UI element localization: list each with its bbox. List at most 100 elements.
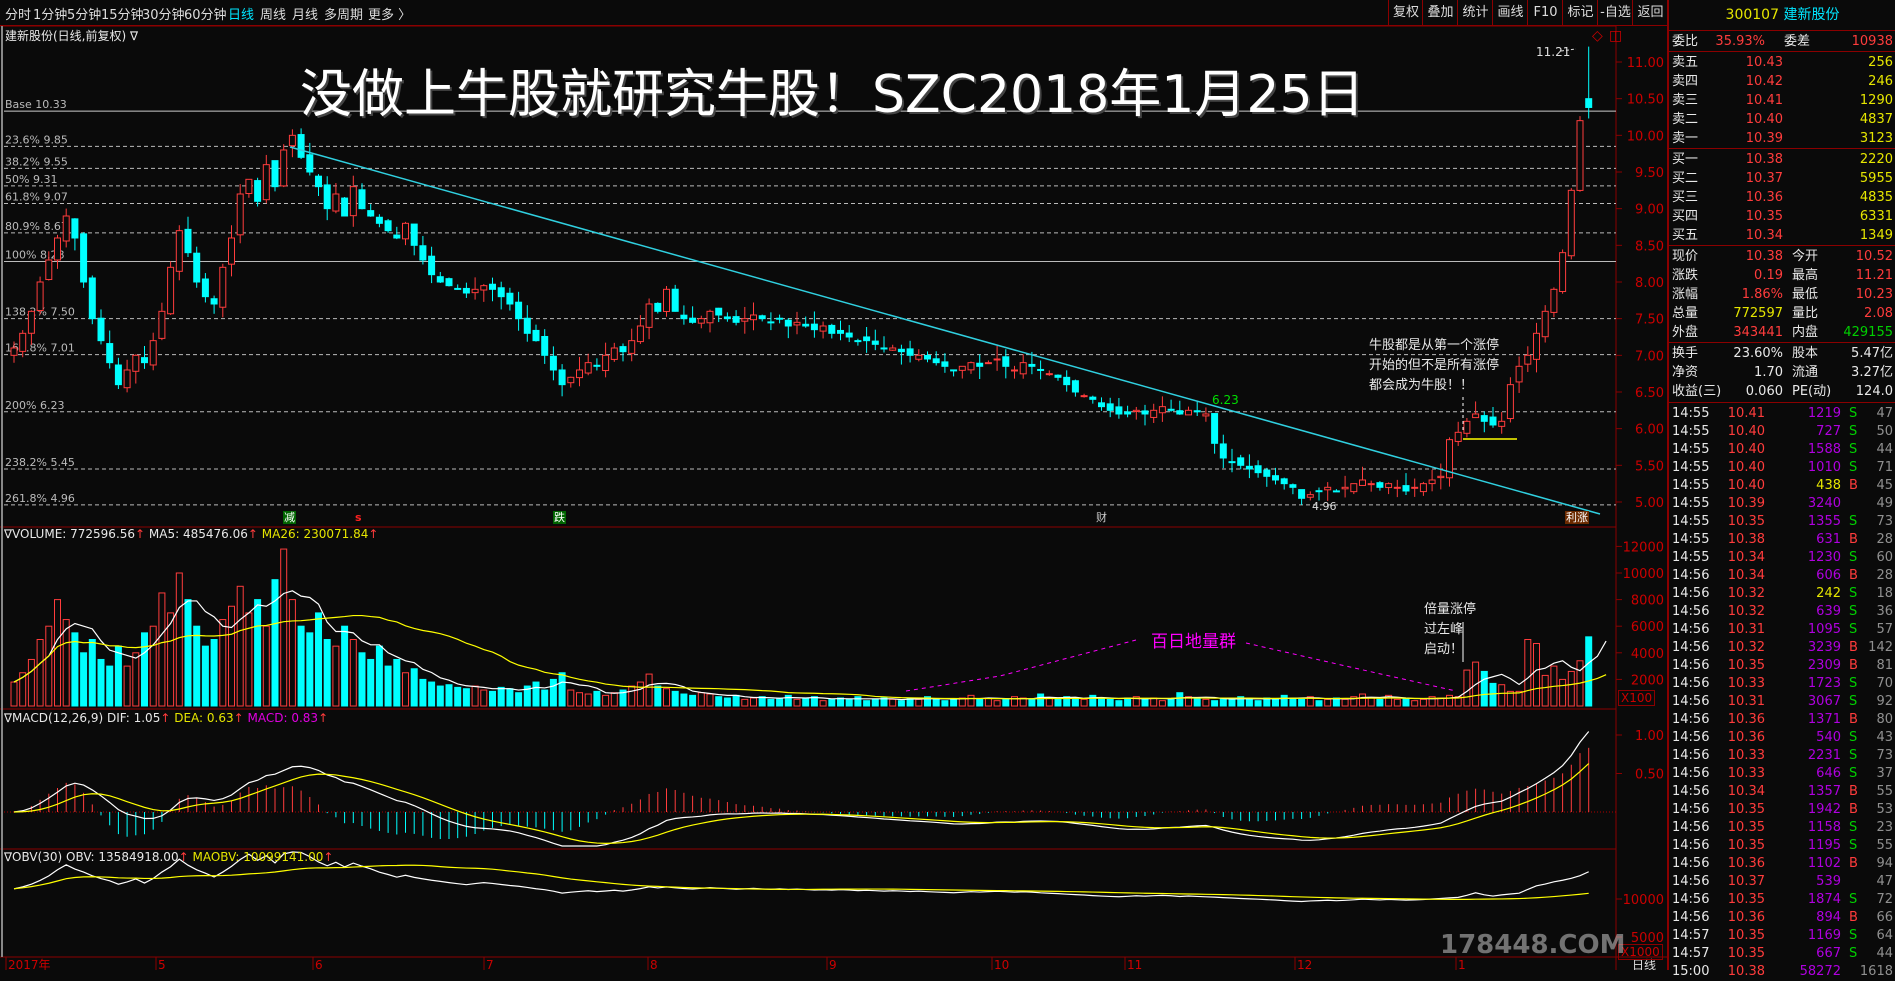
candle	[1472, 413, 1480, 419]
candle	[1228, 461, 1236, 464]
volume-bar	[610, 692, 618, 707]
cell: S	[1849, 604, 1858, 619]
volume-bar	[184, 599, 192, 707]
toolbar-button[interactable]: 返回	[1632, 0, 1668, 25]
volume-bar	[924, 696, 931, 707]
candle	[1193, 410, 1201, 413]
toolbar-button[interactable]: 画线	[1492, 0, 1528, 25]
candle	[1359, 479, 1366, 486]
cell: 18	[1876, 586, 1893, 601]
volume-bar	[1393, 698, 1401, 707]
volume-bar	[280, 548, 288, 707]
volume-bar	[480, 689, 488, 707]
toolbar-button[interactable]: 复权	[1388, 0, 1423, 25]
volume-bar	[593, 690, 601, 707]
toolbar-button[interactable]: F10	[1527, 0, 1563, 25]
period-tab[interactable]: 更多 〉	[368, 8, 412, 23]
candle	[97, 317, 105, 342]
stat-row: 涨幅 1.86% 最低 10.23	[1672, 285, 1893, 304]
cell: 最高	[1792, 268, 1819, 283]
toolbar-button[interactable]: 标记	[1562, 0, 1598, 25]
candle	[636, 325, 644, 343]
fib-label: 23.6% 9.85	[5, 133, 68, 146]
candle	[167, 266, 175, 315]
cell: 55	[1876, 784, 1893, 799]
macd-tick-label: 0.50	[1635, 768, 1664, 783]
candle	[1124, 411, 1132, 415]
volume-bar	[663, 688, 670, 707]
volume-bar	[602, 694, 610, 707]
period-tab[interactable]: 月线	[292, 8, 319, 23]
volume-bar	[158, 592, 166, 707]
cell: 10.32	[1727, 586, 1765, 601]
cell: 14:56	[1672, 712, 1710, 727]
period-tab[interactable]: 1分钟	[33, 8, 68, 23]
volume-bar	[1446, 694, 1453, 707]
volume-bar	[889, 698, 897, 707]
cell: 10.41	[1727, 406, 1765, 421]
candle	[1211, 413, 1219, 444]
candle	[602, 354, 610, 372]
x-axis-label: 12	[1297, 958, 1312, 970]
candle	[245, 178, 253, 195]
candle	[515, 301, 523, 320]
cell: 5.47亿	[1851, 346, 1893, 361]
cell: 47	[1876, 874, 1893, 889]
cell: 1290	[1859, 93, 1893, 108]
volume-tick-label: 12000	[1623, 540, 1664, 555]
tick-row: 14:55 10.40 438 B 45	[1672, 476, 1893, 495]
cell: 73	[1876, 514, 1893, 529]
cell: 10.35	[1727, 820, 1765, 835]
cell: 60	[1876, 550, 1893, 565]
cell: 14:56	[1672, 766, 1710, 781]
candle	[367, 210, 375, 217]
cell: 10.36	[1727, 712, 1765, 727]
toolbar-button[interactable]: -自选	[1597, 0, 1633, 25]
cell: 10.38	[1727, 964, 1765, 979]
cell: 343441	[1733, 325, 1783, 340]
tick-row: 14:56 10.31 3067 S 92	[1672, 692, 1893, 711]
period-tab[interactable]: 日线	[228, 8, 255, 23]
tick-row: 14:56 10.35 1942 B 53	[1672, 800, 1893, 819]
candle	[1550, 288, 1558, 313]
cell: 卖四	[1672, 74, 1699, 89]
volume-bar	[341, 625, 349, 707]
period-tab[interactable]: 30分钟	[142, 8, 185, 23]
period-tab[interactable]: 分时	[5, 8, 32, 23]
candle	[1298, 489, 1306, 499]
candle	[315, 175, 322, 188]
period-tab[interactable]: 5分钟	[67, 8, 102, 23]
toolbar-button[interactable]: 叠加	[1422, 0, 1458, 25]
toolbar-button[interactable]: 统计	[1457, 0, 1493, 25]
volume-bar	[810, 696, 818, 707]
period-tab[interactable]: 15分钟	[101, 8, 144, 23]
tick-row: 14:56 10.36 540 S 43	[1672, 728, 1893, 747]
volume-ma26-line	[13, 614, 1607, 700]
period-tab[interactable]: 多周期	[324, 8, 364, 23]
tick-row: 14:56 10.33 1723 S 70	[1672, 674, 1893, 693]
cell: 10.38	[1745, 152, 1783, 167]
cell: S	[1849, 676, 1858, 691]
cell: 10.34	[1727, 568, 1765, 583]
volume-bar	[375, 645, 383, 707]
cell: 10.39	[1727, 496, 1765, 511]
cell: 10.35	[1727, 514, 1765, 529]
period-tab[interactable]: 60分钟	[184, 8, 227, 23]
dea-line	[13, 763, 1590, 844]
tick-row: 14:56 10.33 646 S 37	[1672, 764, 1893, 783]
volume-bar	[88, 639, 96, 707]
period-toolbar: 分时 1分钟 5分钟 15分钟 30分钟 60分钟 日线 周线 月线 多周期 更多 〉 复权 叠加 统计画…	[0, 0, 1667, 26]
cell: 卖一	[1672, 131, 1699, 146]
volume-bar	[393, 658, 401, 707]
candle	[1385, 483, 1393, 489]
obv-tick-label: 5000	[1631, 931, 1664, 946]
price-tick-label: 7.00	[1635, 349, 1664, 364]
period-tab[interactable]: 周线	[260, 8, 287, 23]
candle	[1289, 484, 1297, 488]
cell: 10.42	[1745, 74, 1783, 89]
candle	[410, 223, 418, 246]
cell: 35.93%	[1715, 34, 1765, 49]
volume-bar	[758, 696, 766, 707]
candle	[132, 354, 140, 372]
